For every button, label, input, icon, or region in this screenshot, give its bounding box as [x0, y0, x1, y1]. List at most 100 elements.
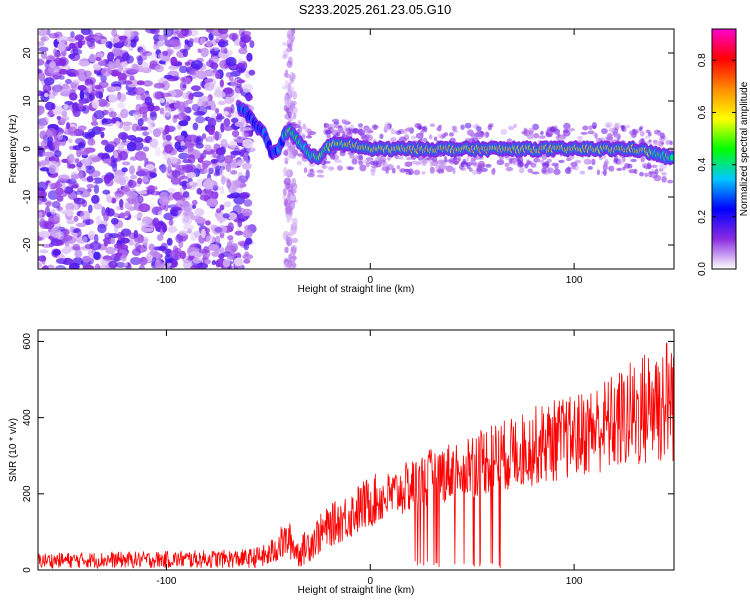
noise-blob: [195, 137, 202, 143]
noise-blob: [145, 52, 158, 60]
noise-blob: [603, 169, 607, 177]
noise-blob: [78, 101, 84, 111]
noise-blob: [158, 97, 165, 104]
noise-blob: [204, 78, 209, 84]
noise-blob: [95, 215, 102, 225]
noise-blob: [113, 212, 120, 218]
noise-blob: [184, 39, 189, 45]
noise-blob: [215, 147, 225, 156]
noise-blob: [103, 212, 109, 222]
noise-blob: [541, 154, 548, 160]
noise-blob: [55, 265, 66, 269]
y-tick-label: 600: [22, 333, 33, 350]
noise-blob: [70, 48, 83, 56]
noise-blob: [38, 29, 48, 37]
noise-blob: [58, 68, 69, 75]
noise-blob: [283, 94, 290, 105]
noise-blob: [285, 234, 289, 245]
noise-blob: [204, 82, 215, 91]
noise-blob: [69, 225, 74, 233]
noise-blob: [238, 47, 248, 55]
noise-blob: [234, 121, 244, 127]
noise-blob: [613, 131, 620, 139]
noise-blob: [291, 222, 298, 227]
noise-blob: [285, 262, 292, 268]
noise-blob: [227, 235, 234, 241]
noise-blob: [59, 117, 67, 123]
noise-blob: [222, 213, 230, 219]
noise-blob: [87, 230, 96, 240]
noise-blob: [133, 229, 139, 239]
noise-blob: [115, 58, 121, 69]
noise-blob: [219, 167, 224, 178]
noise-blob: [248, 69, 256, 76]
noise-blob: [159, 92, 172, 98]
ridge-cell: [670, 155, 674, 160]
noise-blob: [135, 94, 142, 100]
noise-blob: [521, 131, 526, 135]
noise-blob: [475, 126, 482, 132]
noise-blob: [282, 42, 288, 47]
noise-blob: [582, 125, 589, 131]
noise-blob: [202, 179, 214, 190]
noise-blob: [639, 130, 645, 137]
noise-blob: [136, 125, 144, 132]
noise-blob: [224, 154, 234, 164]
noise-blob: [220, 122, 225, 133]
noise-blob: [38, 261, 43, 268]
noise-blob: [429, 123, 435, 128]
noise-blob: [183, 224, 194, 231]
noise-blob: [45, 114, 51, 122]
noise-blob: [283, 156, 290, 162]
noise-blob: [291, 177, 297, 187]
noise-blob: [54, 150, 62, 158]
noise-blob: [243, 241, 250, 251]
noise-blob: [429, 161, 434, 168]
noise-blob: [399, 168, 406, 173]
noise-blob: [224, 143, 230, 148]
noise-blob: [194, 230, 201, 239]
noise-blob: [654, 168, 659, 176]
noise-blob: [110, 217, 119, 225]
noise-blob: [137, 234, 144, 244]
spectrogram-marks: [38, 29, 674, 269]
noise-blob: [191, 247, 200, 253]
noise-blob: [505, 166, 514, 172]
noise-blob: [460, 162, 464, 168]
noise-blob: [200, 228, 206, 239]
noise-blob: [79, 70, 85, 77]
noise-blob: [185, 99, 193, 105]
noise-blob: [56, 195, 64, 202]
noise-blob: [316, 169, 324, 174]
noise-blob: [341, 119, 346, 124]
noise-blob: [371, 165, 378, 169]
noise-blob: [129, 75, 135, 81]
noise-blob: [633, 168, 638, 175]
noise-blob: [93, 203, 103, 210]
noise-blob: [169, 39, 181, 47]
noise-blob: [607, 132, 614, 137]
noise-blob: [524, 163, 529, 167]
noise-blob: [53, 212, 61, 222]
noise-blob: [286, 60, 293, 68]
noise-blob: [161, 80, 170, 91]
noise-blob: [207, 126, 215, 136]
noise-blob: [149, 250, 158, 256]
noise-blob: [366, 134, 373, 142]
noise-blob: [568, 128, 575, 132]
noise-blob: [50, 182, 63, 188]
noise-blob: [468, 167, 473, 172]
noise-blob: [242, 229, 253, 239]
noise-blob: [225, 56, 237, 67]
snr-y-label: SNR (10 * v/v): [8, 418, 19, 482]
noise-blob: [290, 195, 296, 201]
noise-blob: [218, 253, 225, 259]
noise-blob: [230, 180, 241, 190]
noise-blob: [80, 29, 91, 36]
noise-blob: [186, 171, 197, 178]
noise-blob: [549, 126, 557, 133]
noise-blob: [179, 81, 187, 91]
noise-blob: [148, 243, 156, 251]
noise-blob: [500, 128, 508, 135]
noise-blob: [108, 93, 118, 103]
